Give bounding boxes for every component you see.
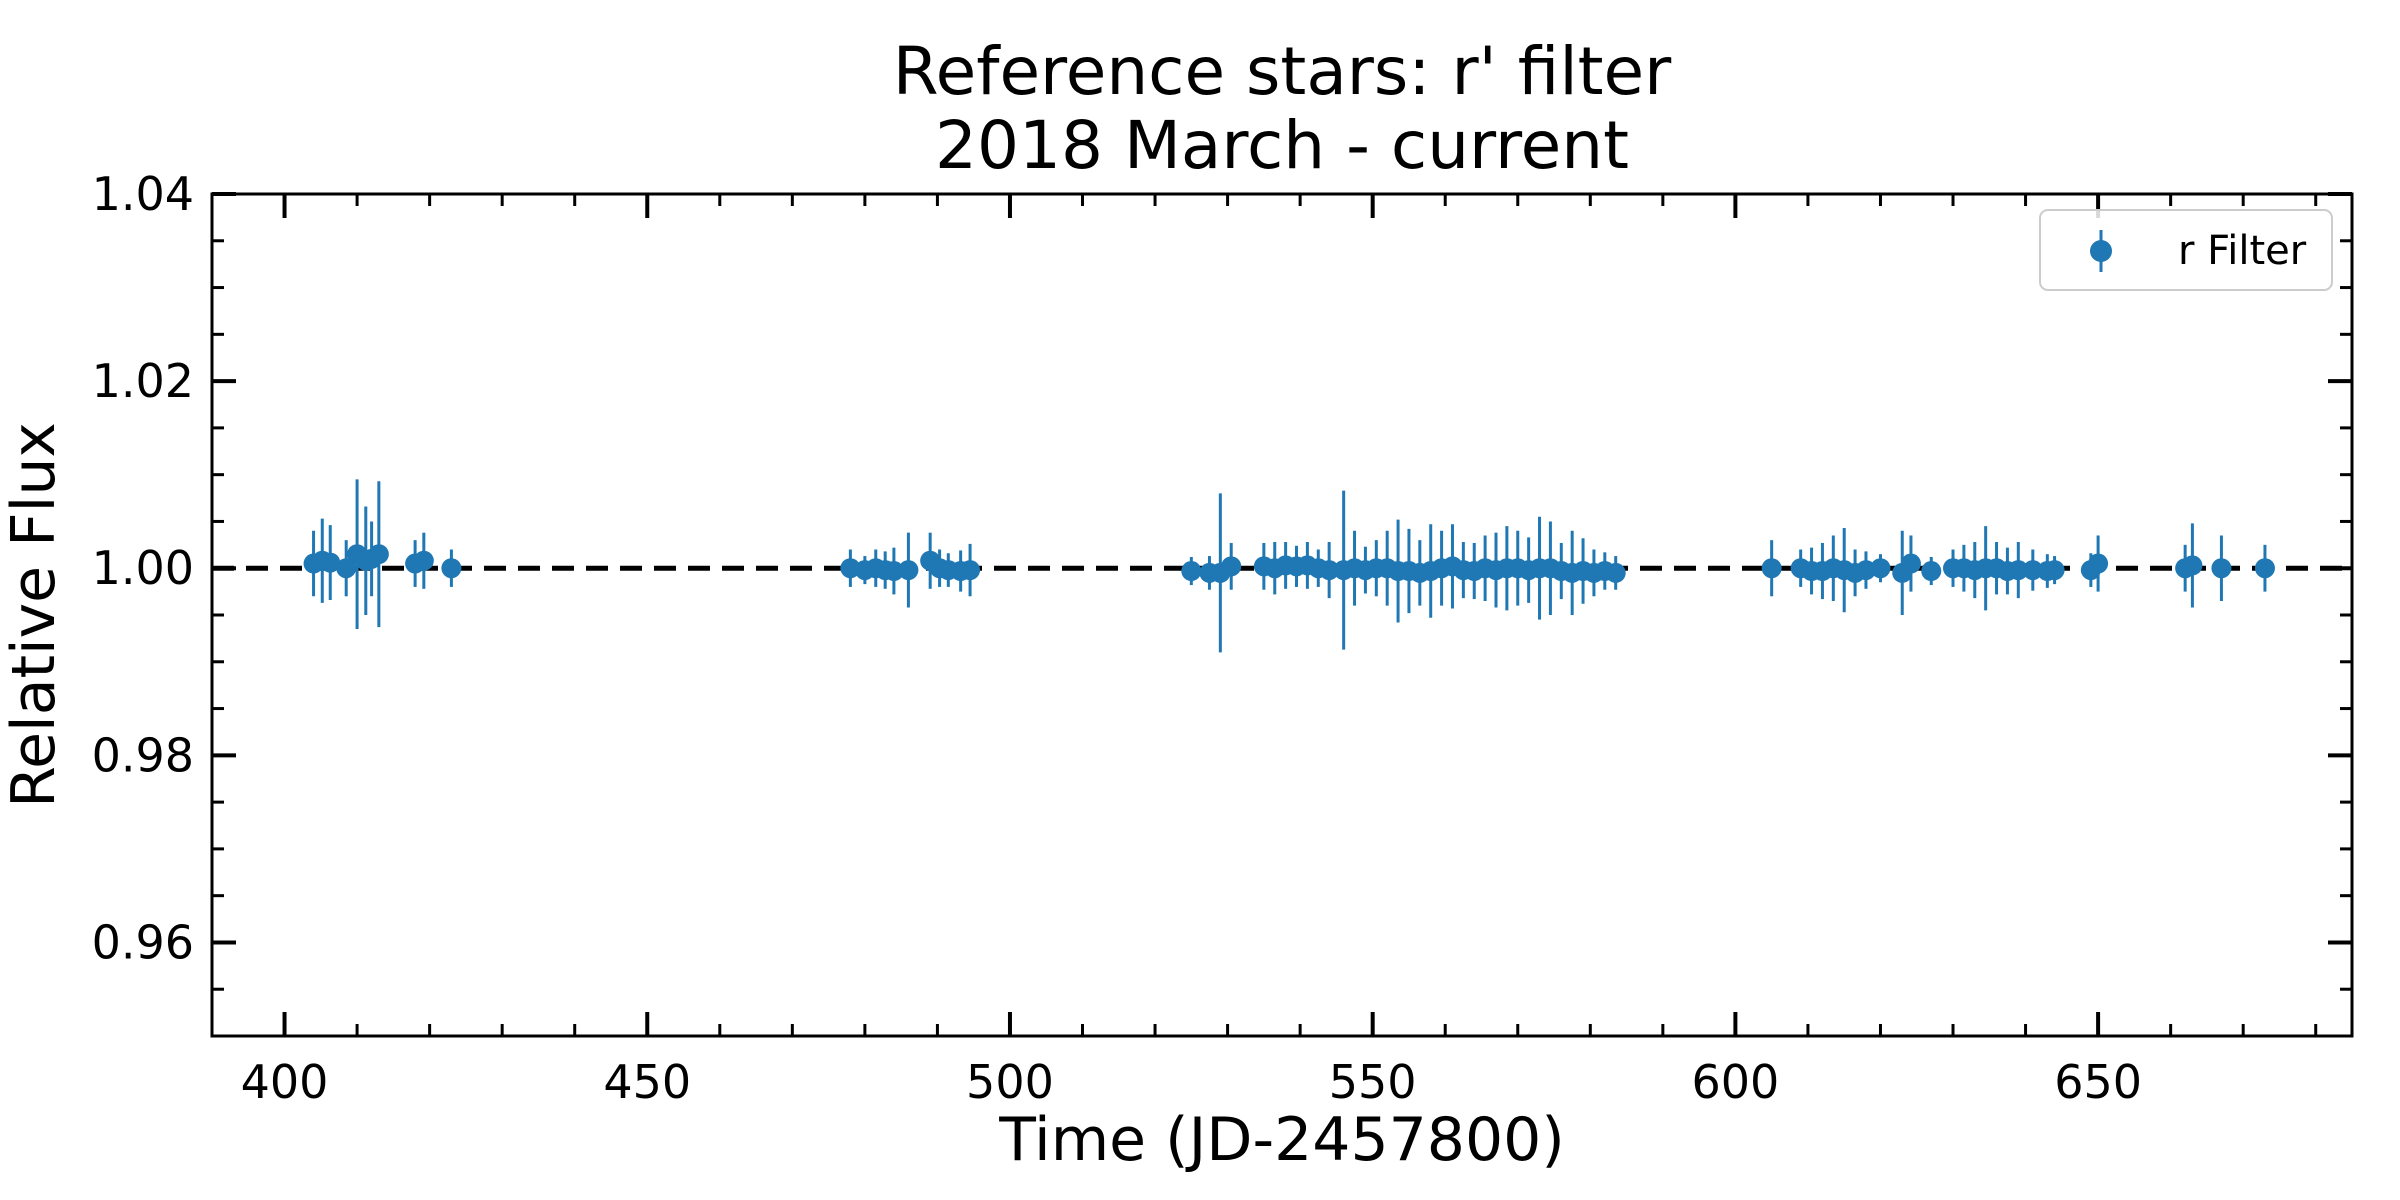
data-marker [960,560,980,580]
legend-marker [2090,240,2112,262]
data-marker [898,560,918,580]
y-tick-label: 0.98 [92,728,194,782]
data-marker [1221,556,1241,576]
data-point [1921,557,1941,585]
data-point [960,544,980,596]
data-marker [1762,558,1782,578]
data-marker [1181,561,1201,581]
data-point [2255,545,2275,592]
y-axis-label: Relative Flux [0,422,69,808]
data-marker [2182,555,2202,575]
data-marker [414,551,434,571]
data-marker [2045,560,2065,580]
x-tick-label: 500 [966,1055,1054,1109]
data-marker [2088,554,2108,574]
x-tick-label: 550 [1329,1055,1417,1109]
chart-subtitle: 2018 March - current [935,107,1629,184]
data-point [2182,523,2202,607]
data-point [1870,554,1890,582]
legend: r Filter [2040,210,2332,290]
data-point [1762,540,1782,596]
x-tick-label: 400 [241,1055,329,1109]
data-point [414,533,434,589]
data-marker [1921,561,1941,581]
data-marker [441,558,461,578]
legend-label: r Filter [2178,228,2307,274]
y-tick-label: 1.00 [92,541,194,595]
x-tick-label: 450 [603,1055,691,1109]
data-marker [2211,558,2231,578]
y-tick-label: 1.02 [92,354,194,408]
data-point [441,550,461,587]
data-point [2211,535,2231,600]
plot-frame [212,194,2352,1036]
data-marker [2255,558,2275,578]
data-marker [369,544,389,564]
y-tick-label: 1.04 [92,167,194,221]
data-point [1901,535,1921,591]
x-tick-label: 650 [2054,1055,2142,1109]
data-point [1221,543,1241,590]
y-tick-label: 0.96 [92,915,194,969]
data-point [369,481,389,627]
data-marker [1606,563,1626,583]
data-marker [1870,558,1890,578]
data-point [1606,556,1626,590]
data-point [1181,557,1201,585]
data-marker [1901,554,1921,574]
chart-title: Reference stars: r' filter [893,33,1672,110]
data-point [898,533,918,608]
x-tick-label: 600 [1691,1055,1779,1109]
x-axis-label: Time (JD-2457800) [998,1105,1565,1175]
